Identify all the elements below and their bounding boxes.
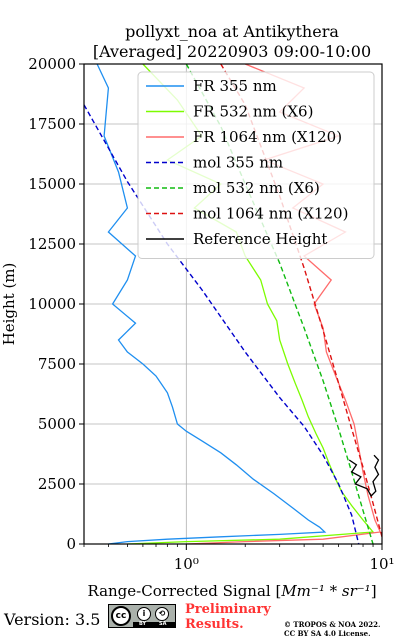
y-tick-label: 5000 [38,415,76,433]
lidar-profile-chart: pollyxt_noa at Antikythera [Averaged] 20… [0,22,395,600]
y-tick-label: 20000 [28,55,76,73]
y-tick-label: 15000 [28,175,76,193]
chart-title-line2: [Averaged] 20220903 09:00-10:00 [93,42,371,61]
copyright-notice: © TROPOS & NOA 2022. CC BY SA 4.0 Licens… [284,620,380,638]
badge-strip: BY SA [133,621,175,628]
x-axis-label-units: Mm⁻¹ * sr⁻¹ [280,582,370,600]
footer: Version: 3.5 cc i ⟲ BY SA Preliminary Re… [0,600,400,640]
legend-label: mol 1064 nm (X120) [193,205,348,223]
creative-commons-icon: cc [111,606,131,626]
preliminary-line1: Preliminary [185,602,271,617]
version-label: Version: 3.5 [4,610,101,629]
badge-sa-label: SA [159,621,167,627]
legend: FR 355 nm FR 532 nm (X6) FR 1064 nm (X120)… [137,71,375,259]
x-tick-label: 10¹ [369,555,394,573]
series-line-1 [96,64,327,544]
legend-label: mol 532 nm (X6) [193,179,320,197]
badge-by-label: BY [139,621,147,627]
chart-title-line1: pollyxt_noa at Antikythera [125,22,339,41]
series-line-7 [348,454,380,498]
x-axis-label-prefix: Range-Corrected Signal [ [87,582,281,600]
cc-by-sa-badge: cc i ⟲ BY SA [108,604,176,628]
x-tick-label: 10⁰ [174,555,199,573]
copyright-line1: © TROPOS & NOA 2022. [284,620,381,629]
legend-label: mol 355 nm [193,154,283,172]
preliminary-notice: Preliminary Results. [185,602,271,632]
legend-box [137,71,375,259]
legend-label: FR 532 nm (X6) [193,103,313,121]
legend-label: Reference Height [193,230,327,248]
x-axis-label: Range-Corrected Signal [Mm⁻¹ * sr⁻¹] [87,582,376,600]
y-tick-label: 10000 [28,295,76,313]
legend-label: FR 355 nm [193,77,277,95]
y-tick-label: 7500 [38,355,76,373]
y-tick-label: 0 [66,535,76,553]
x-axis-label-suffix: ] [371,582,377,600]
y-tick-label: 2500 [38,475,76,493]
legend-label: FR 1064 nm (X120) [193,128,342,146]
y-tick-label: 17500 [28,115,76,133]
axis-ticks: 0 2500 5000 7500 10000 12500 15000 17500 20000 10… [28,55,394,573]
attribution-icon: i [137,607,151,621]
preliminary-line2: Results. [185,617,244,632]
y-axis-label: Height (m) [0,263,18,346]
y-tick-label: 12500 [28,235,76,253]
copyright-line2: CC BY SA 4.0 License. [284,629,371,638]
share-alike-icon: ⟲ [155,607,169,621]
